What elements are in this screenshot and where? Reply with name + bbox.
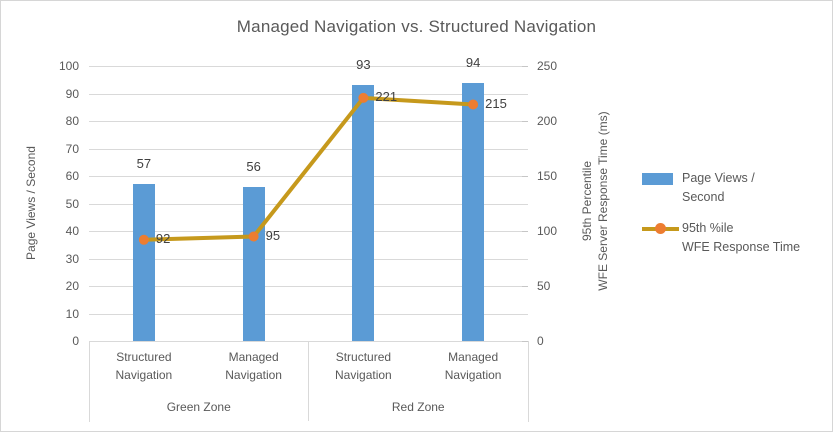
primary-axis-tick-label: 100: [58, 59, 79, 73]
gridline: [89, 231, 528, 232]
secondary-axis-tick-label: 250: [537, 59, 558, 73]
secondary-axis-tick-label: 200: [537, 114, 558, 128]
bar-page-views: [132, 184, 155, 341]
gridline: [89, 286, 528, 287]
bar-value-label: 56: [246, 159, 261, 174]
secondary-axis-title-lines: 95th Percentile WFE Server Response Time …: [579, 51, 611, 351]
secondary-axis-tick-mark: [522, 176, 528, 177]
response-time-line-layer: [138, 92, 479, 245]
bar-value-label: 93: [356, 57, 371, 73]
primary-axis-tick-label: 10: [65, 306, 79, 321]
bar-page-views: [352, 85, 375, 341]
primary-axis-tick-label: 50: [65, 196, 79, 211]
response-time-line: [143, 95, 474, 242]
legend-label-line: Second: [682, 190, 725, 205]
legend-line-swatch: [642, 219, 682, 258]
primary-axis-tick-label: 40: [65, 224, 79, 238]
gridline: [89, 258, 528, 260]
primary-axis-tick-label: 60: [65, 169, 79, 183]
line-value-label: 92: [155, 230, 171, 246]
zone-label: Red Zone: [391, 400, 445, 414]
legend-label: Page Views / Second: [682, 169, 755, 208]
legend-label: 95th %ile WFE Response Time: [682, 219, 800, 258]
primary-axis-tick-label: 90: [65, 86, 79, 101]
legend-label-line: 95th %ile: [682, 220, 734, 235]
legend-label-line: WFE Response Time: [682, 240, 801, 255]
bar-page-views: [242, 187, 265, 341]
legend-bar-swatch: [642, 169, 682, 208]
secondary-axis-tick-label: 150: [537, 169, 558, 183]
line-value-label: 221: [375, 88, 398, 104]
primary-axis-tick-label: 70: [65, 141, 79, 156]
secondary-axis-title-line: 95th Percentile: [580, 160, 594, 242]
secondary-axis-tick-label: 0: [537, 334, 544, 348]
bar-value-label: 94: [465, 54, 481, 70]
line-marker: [138, 234, 149, 245]
gridline: [89, 148, 528, 150]
legend-item-response-time: 95th %ile WFE Response Time: [642, 219, 832, 258]
bar-value-label: 57: [136, 156, 152, 172]
category-label: Structured Navigation: [115, 350, 173, 382]
zone-divider-line: [308, 341, 309, 421]
line-value-label: 95: [265, 227, 281, 243]
zone-label: Green Zone: [166, 400, 231, 414]
gridline: [89, 176, 528, 177]
line-marker: [358, 92, 369, 103]
secondary-axis-tick-mark: [522, 341, 528, 342]
secondary-axis-tick-label: 50: [537, 279, 551, 293]
primary-axis-tick-label: 20: [65, 279, 79, 293]
chart-title: Managed Navigation vs. Structured Naviga…: [236, 17, 597, 36]
secondary-axis-tick-mark: [522, 121, 528, 122]
legend-label-line: Page Views /: [682, 171, 755, 185]
category-label: Managed Navigation: [444, 350, 502, 382]
legend-bar-swatch-rect: [642, 173, 673, 185]
primary-axis-tick-label: 80: [65, 114, 79, 128]
secondary-axis-tick-label: 100: [537, 224, 558, 238]
primary-axis-tick-label: 30: [65, 251, 79, 266]
primary-axis-tick-label: 0: [72, 334, 79, 348]
line-marker: [248, 231, 259, 242]
category-label: Managed Navigation: [225, 350, 282, 382]
gridline: [89, 313, 528, 315]
secondary-axis-tick-mark: [522, 231, 528, 232]
secondary-axis-title: 95th Percentile WFE Server Response Time …: [579, 51, 611, 351]
legend-marker-dot: [655, 222, 666, 234]
gridline: [89, 93, 528, 95]
line-marker: [468, 99, 479, 110]
legend: Page Views / Second 95th %ile WFE Response …: [642, 169, 832, 269]
secondary-axis-tick-mark: [522, 66, 528, 67]
plot-area: 57 56 93 94 92 95 221 215: [89, 55, 528, 341]
category-label: Structured Navigation: [335, 350, 392, 382]
legend-item-page-views: Page Views / Second: [642, 169, 832, 208]
gridline: [89, 66, 528, 67]
secondary-axis-title-line: WFE Server Response Time (ms): [596, 111, 610, 291]
gridline: [89, 203, 528, 205]
category-axis-box: [89, 341, 529, 422]
line-value-label: 215: [485, 95, 507, 111]
secondary-axis-tick-mark: [522, 286, 528, 287]
bar-page-views: [462, 82, 485, 341]
gridline: [89, 121, 528, 122]
